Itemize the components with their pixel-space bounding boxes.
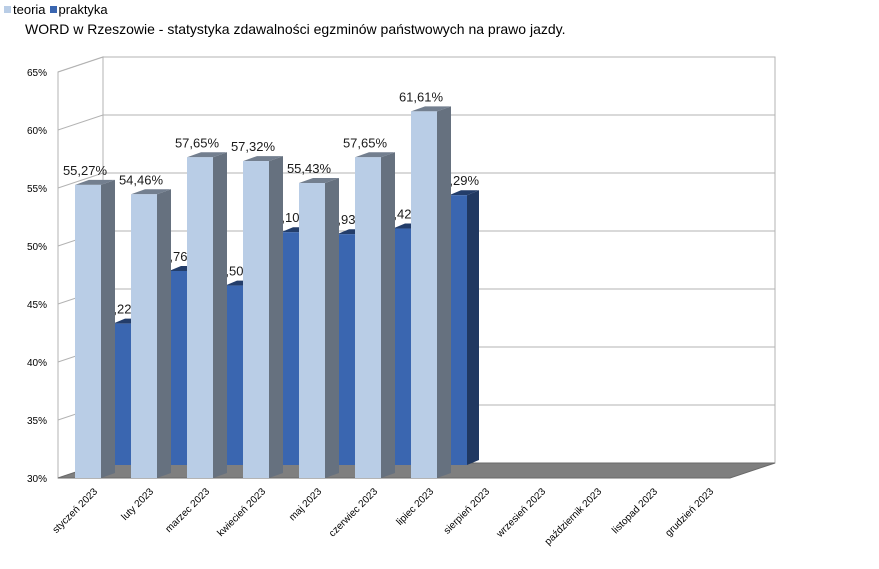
y-tick-label: 35%	[27, 416, 47, 427]
gridline-side	[57, 114, 104, 131]
y-tick-label: 45%	[27, 300, 47, 311]
bar-teoria	[243, 161, 269, 478]
bar-teoria	[411, 111, 437, 478]
x-tick-label: wrzesień 2023	[494, 486, 548, 540]
legend-label-teoria: teoria	[13, 2, 46, 17]
bar-top-praktyka	[449, 190, 479, 196]
bar-top-teoria	[299, 178, 339, 184]
y-tick-label: 55%	[27, 184, 47, 195]
y-tick-label: 65%	[27, 68, 47, 79]
x-tick-label: grudzień 2023	[664, 486, 717, 539]
data-label-teoria: 55,27%	[63, 163, 108, 178]
bar-praktyka	[393, 228, 411, 465]
bar-side-teoria	[269, 156, 283, 478]
chart-title: WORD w Rzeszowie - statystyka zdawalnośc…	[25, 21, 566, 37]
bar-praktyka	[449, 195, 467, 465]
bar-side-teoria	[101, 179, 115, 479]
data-label-teoria: 55,43%	[287, 161, 332, 176]
data-label-teoria: 57,65%	[343, 135, 388, 150]
bar-teoria	[187, 157, 213, 478]
x-tick-label: styczeń 2023	[51, 486, 101, 536]
bar-side-teoria	[381, 152, 395, 478]
legend-label-praktyka: praktyka	[58, 2, 108, 17]
bar-teoria	[299, 183, 325, 478]
x-tick-label: sierpień 2023	[442, 486, 493, 537]
legend-item-teoria: teoria	[4, 2, 46, 17]
y-tick-label: 50%	[27, 242, 47, 253]
bar-praktyka	[225, 285, 243, 465]
bar-side-teoria	[325, 178, 339, 478]
bar-side-praktyka	[467, 190, 479, 465]
x-tick-label: październik 2023	[543, 486, 605, 548]
data-label-teoria: 61,61%	[399, 89, 444, 104]
legend-swatch-praktyka	[49, 6, 57, 13]
bar-praktyka	[281, 232, 299, 465]
gridline-side	[57, 172, 104, 189]
x-tick-label: lipiec 2023	[395, 486, 437, 528]
x-tick-label: kwiecień 2023	[216, 486, 269, 539]
bar-teoria	[75, 184, 101, 479]
legend-item-praktyka: praktyka	[49, 2, 108, 17]
legend: teoria praktyka	[4, 2, 108, 17]
bar-top-teoria	[355, 152, 395, 158]
bar-top-teoria	[187, 152, 227, 158]
data-label-teoria: 57,65%	[175, 135, 220, 150]
bar-top-teoria	[411, 106, 451, 112]
bar-praktyka	[113, 323, 131, 465]
bar-top-teoria	[131, 189, 171, 195]
y-tick-label: 40%	[27, 358, 47, 369]
x-tick-label: listopad 2023	[610, 486, 660, 536]
bar-side-teoria	[437, 106, 451, 478]
data-label-teoria: 54,46%	[119, 172, 164, 187]
bar-praktyka	[169, 270, 187, 465]
bar-top-teoria	[243, 156, 283, 162]
x-tick-label: maj 2023	[287, 486, 324, 523]
y-tick-label: 30%	[27, 474, 47, 485]
gridline-side	[57, 56, 104, 73]
bar-teoria	[131, 194, 157, 478]
bar-praktyka	[337, 234, 355, 465]
x-tick-label: marzec 2023	[163, 486, 212, 535]
bar-top-teoria	[75, 179, 115, 185]
y-tick-label: 60%	[27, 126, 47, 137]
bar-teoria	[355, 157, 381, 478]
x-tick-label: czerwiec 2023	[327, 486, 380, 539]
data-label-teoria: 57,32%	[231, 139, 276, 154]
bar-side-teoria	[157, 189, 171, 478]
legend-swatch-teoria	[4, 6, 11, 13]
bar-side-teoria	[213, 152, 227, 478]
x-tick-label: luty 2023	[120, 486, 157, 523]
